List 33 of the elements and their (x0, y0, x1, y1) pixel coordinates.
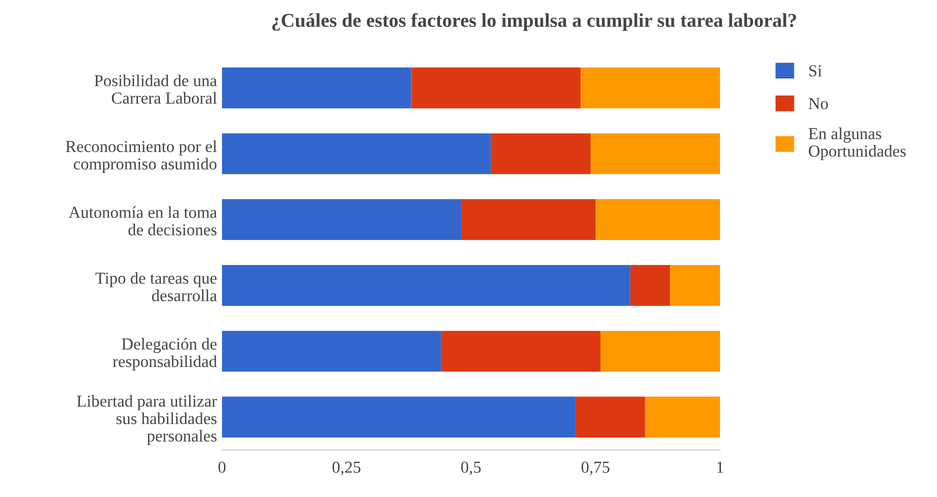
y-tick-label: Tipo de tareas que desarrolla (95, 272, 217, 302)
x-tick-label: 0,5 (461, 462, 481, 476)
bar (630, 265, 670, 306)
bar (441, 330, 600, 372)
bar (600, 330, 720, 372)
bar (590, 133, 720, 174)
bar (490, 133, 591, 174)
bar (596, 199, 720, 240)
y-tick-label: Reconocimiento por el compromiso asumido (66, 140, 217, 173)
y-tick-label: Libertad para utilizar sus habilidades personales (76, 395, 217, 445)
x-tick-label: 0 (218, 462, 226, 473)
legend-label: En algunas Oportunidades (808, 128, 906, 160)
bar (222, 199, 462, 240)
legend-label: No (808, 98, 828, 110)
bar (580, 68, 720, 108)
bar (411, 68, 581, 108)
chart-title: ¿Cuáles de estos factores lo impulsa a cumplir su tarea laboral? (272, 13, 796, 31)
y-tick-label: Delegación de responsabilidad (112, 338, 217, 370)
legend-label: Si (809, 65, 822, 76)
bar (576, 396, 646, 438)
bar (670, 265, 720, 306)
bar (222, 68, 412, 108)
x-tick-label: 0,25 (332, 462, 360, 476)
y-tick-label: Posibilidad de una Carrera Laboral (94, 74, 217, 104)
bar (222, 330, 442, 372)
bar (222, 133, 491, 174)
bar (461, 199, 596, 240)
bar (645, 396, 720, 438)
bar (222, 265, 630, 306)
x-tick-label: 1 (717, 462, 724, 473)
bar (222, 396, 576, 438)
y-tick-label: Autonomía en la toma de decisiones (68, 206, 217, 236)
x-tick-label: 0,75 (582, 462, 610, 476)
